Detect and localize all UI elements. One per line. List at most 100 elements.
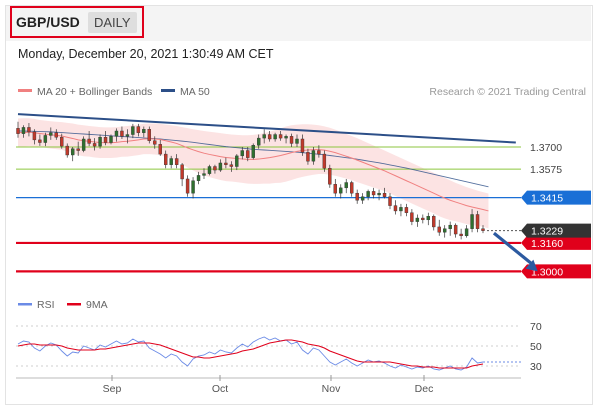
candle <box>213 164 217 174</box>
candle-body <box>284 136 288 139</box>
current-price-label: 1.3229 <box>531 226 563 238</box>
candle-body <box>38 139 42 143</box>
candle-body <box>65 145 69 156</box>
candle-body <box>404 207 409 213</box>
candle <box>38 134 42 146</box>
candle <box>470 209 474 233</box>
candle-body <box>322 153 327 169</box>
level-label-1.3575: 1.3575 <box>530 164 562 176</box>
candle <box>196 171 201 185</box>
candle-body <box>344 182 348 189</box>
candle-body <box>453 224 458 235</box>
candle <box>207 164 212 176</box>
candle-body <box>388 196 392 206</box>
candle-body <box>71 148 75 156</box>
candle <box>185 175 190 197</box>
candle <box>464 225 469 238</box>
candle <box>278 130 283 141</box>
candle-body <box>76 148 80 151</box>
candle-body <box>448 224 452 229</box>
candle <box>87 130 91 147</box>
candle-body <box>475 214 480 229</box>
candle <box>21 125 26 138</box>
candle-body <box>98 137 102 147</box>
candle <box>360 193 365 204</box>
candle-body <box>87 138 91 144</box>
rsi-legend-swatch <box>18 303 32 306</box>
candle <box>169 155 173 169</box>
candle-body <box>27 127 31 133</box>
candle <box>147 126 151 144</box>
candle <box>202 168 206 179</box>
candle-body <box>355 192 359 201</box>
candle <box>267 130 272 142</box>
candle <box>164 150 168 169</box>
candle-body <box>267 134 272 140</box>
candle <box>142 126 146 138</box>
candle <box>60 133 64 149</box>
candle <box>27 122 31 137</box>
candle-body <box>164 153 168 165</box>
candle-body <box>202 173 206 176</box>
candle-body <box>153 140 157 145</box>
candle-body <box>273 134 277 140</box>
candle <box>54 129 58 140</box>
copyright-label: Research © 2021 Trading Central <box>429 86 586 98</box>
bollinger-legend-label: MA 20 + Bollinger Bands <box>37 86 152 98</box>
candle-body <box>295 138 299 144</box>
candle-body <box>289 136 294 144</box>
candle-body <box>180 164 184 180</box>
timeframe-badge[interactable]: DAILY <box>88 12 137 33</box>
candle <box>218 159 223 172</box>
candle-body <box>426 216 430 221</box>
candle <box>224 157 228 169</box>
candle-body <box>131 126 135 135</box>
candle <box>240 146 244 160</box>
candle-body <box>464 228 469 237</box>
candle-body <box>481 228 485 231</box>
candle <box>49 127 53 140</box>
candle <box>131 123 135 139</box>
candle <box>251 143 255 160</box>
candle <box>317 145 321 158</box>
candle <box>180 162 184 187</box>
candle <box>333 178 337 197</box>
candle-body <box>393 205 398 212</box>
candle-body <box>459 233 463 237</box>
rsi-tick-70: 70 <box>530 321 542 333</box>
candle-body <box>43 135 48 143</box>
x-tick-label-Oct: Oct <box>212 383 228 395</box>
candle <box>306 148 310 165</box>
symbol-label[interactable]: GBP/USD <box>16 14 80 30</box>
datetime-label: Monday, December 20, 2021 1:30:49 AM CET <box>18 47 274 61</box>
forecast-arrow-shaft <box>492 231 535 267</box>
candle <box>437 219 441 236</box>
bollinger-band-fill <box>18 118 489 229</box>
level-tag-1.3000 <box>521 264 591 279</box>
candle <box>109 134 113 145</box>
candle-body <box>328 168 332 185</box>
candle-body <box>21 127 26 134</box>
symbol-highlight-box[interactable] <box>10 6 144 38</box>
level-label-1.3700: 1.3700 <box>530 142 562 154</box>
candle <box>443 225 447 238</box>
candle-body <box>262 134 266 139</box>
candle-body <box>421 217 425 221</box>
level-tag-1.3160 <box>521 235 591 250</box>
candle <box>153 136 157 149</box>
candle-body <box>470 214 474 229</box>
candle-body <box>371 191 376 196</box>
candle <box>98 134 102 149</box>
candle <box>448 221 452 236</box>
rsi-legend-label: RSI <box>37 299 55 311</box>
candle <box>377 189 381 201</box>
candle-body <box>300 138 305 153</box>
candle <box>388 193 392 210</box>
candle <box>366 189 370 201</box>
candle-body <box>437 226 441 233</box>
candle-body <box>92 143 97 147</box>
candle-body <box>32 131 37 141</box>
candle-body <box>54 132 58 138</box>
candle <box>328 164 332 188</box>
candle-body <box>16 128 20 134</box>
